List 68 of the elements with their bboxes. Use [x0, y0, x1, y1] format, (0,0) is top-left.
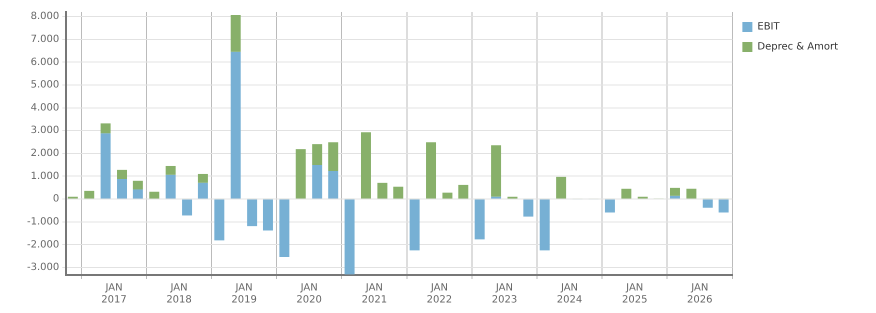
bar	[117, 178, 128, 199]
bar	[426, 142, 436, 199]
x-tick-label: JAN 2024	[556, 282, 582, 306]
bar	[604, 200, 615, 212]
y-tick-label: 3.000	[30, 125, 60, 136]
bar	[247, 200, 258, 226]
bar	[328, 142, 338, 171]
x-tick-label: JAN 2025	[622, 282, 648, 306]
bar	[474, 200, 485, 240]
y-tick-label: 1.000	[30, 170, 60, 182]
bar	[84, 190, 94, 199]
bar	[100, 123, 111, 134]
bar	[230, 14, 241, 52]
y-tick-label: -3.000	[26, 262, 60, 274]
x-tick-label: JAN 2023	[492, 282, 518, 306]
x-tick-label: JAN 2026	[687, 282, 712, 306]
bar	[100, 133, 111, 199]
bar	[132, 189, 143, 199]
bar	[458, 184, 468, 199]
bar	[166, 174, 176, 199]
x-tick-label: JAN 2021	[362, 282, 388, 306]
bar	[117, 170, 128, 179]
x-tick-label: JAN 2022	[426, 282, 452, 306]
y-tick-label: 0	[52, 194, 60, 205]
bar	[410, 200, 420, 250]
bar	[540, 200, 550, 250]
y-tick-label: -1.000	[26, 216, 60, 228]
bar	[230, 52, 241, 199]
bar	[491, 145, 502, 197]
bar	[621, 188, 632, 199]
y-tick-label: 6.000	[30, 56, 60, 68]
bar	[523, 200, 534, 217]
bar	[279, 200, 290, 257]
bar	[198, 182, 208, 199]
bar	[262, 200, 273, 231]
bar	[393, 186, 404, 199]
bar	[360, 132, 371, 199]
bar	[344, 200, 355, 274]
y-tick-label: 5.000	[30, 80, 60, 91]
bar	[132, 180, 143, 190]
bar	[149, 192, 160, 199]
y-tick-label: 2.000	[30, 148, 60, 160]
bar	[312, 165, 322, 199]
bar	[556, 176, 566, 199]
bar	[182, 200, 192, 216]
bar	[702, 200, 713, 208]
legend-label: EBIT	[757, 22, 780, 33]
bar	[198, 174, 208, 183]
x-tick-label: JAN 2017	[101, 282, 127, 306]
bar	[670, 196, 680, 199]
bar	[312, 144, 322, 166]
bar	[670, 188, 680, 196]
x-tick-label: JAN 2019	[231, 282, 257, 306]
bar	[686, 188, 696, 199]
bar	[328, 170, 338, 199]
bar	[214, 200, 224, 240]
bar	[377, 182, 388, 199]
x-tick-label: JAN 2020	[296, 282, 322, 306]
legend-label: Deprec & Amort	[757, 42, 838, 53]
x-tick-label: JAN 2018	[166, 282, 192, 306]
bar	[718, 200, 729, 212]
bar	[166, 166, 176, 175]
y-tick-label: -2.000	[26, 239, 60, 250]
y-tick-label: 8.000	[30, 11, 60, 22]
bar	[442, 192, 452, 199]
y-tick-label: 4.000	[30, 102, 60, 114]
bar	[296, 149, 306, 199]
y-tick-label: 7.000	[30, 34, 60, 45]
